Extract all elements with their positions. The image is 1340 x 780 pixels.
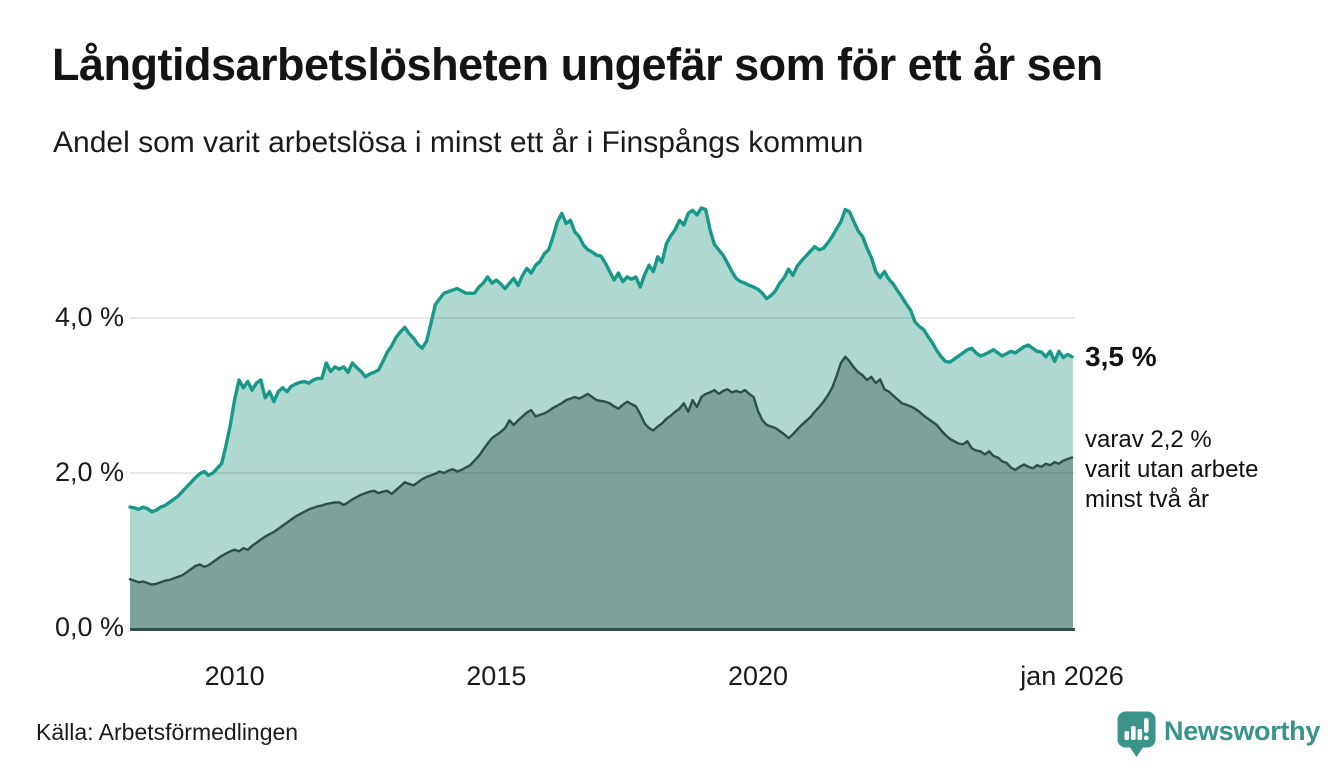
series-two-year-line bbox=[128, 355, 1074, 586]
y-tick-label: 0,0 % bbox=[54, 612, 124, 642]
gridlines bbox=[130, 317, 1075, 474]
x-tick-label: 2015 bbox=[466, 661, 527, 691]
series-total-line bbox=[128, 206, 1074, 514]
source-note: Källa: Arbetsförmedlingen bbox=[36, 719, 299, 745]
x-tick-label: jan 2026 bbox=[1020, 661, 1124, 691]
x-tick-label: 2010 bbox=[204, 661, 265, 691]
series-two-year-area bbox=[130, 356, 1073, 628]
series-total-value-label: 3,5 % bbox=[1085, 341, 1157, 372]
brand-wordmark: Newsworthy bbox=[1164, 715, 1321, 746]
newsworthy-badge-icon bbox=[1117, 711, 1156, 757]
y-tick-label: 4,0 % bbox=[54, 302, 124, 332]
two-year-label-line2: varit utan arbete bbox=[1085, 456, 1259, 483]
y-tick-label: 2,0 % bbox=[54, 457, 124, 487]
two-year-label-line1: varav 2,2 % bbox=[1085, 426, 1212, 453]
x-tick-label: 2020 bbox=[727, 661, 789, 691]
two-year-label-line3: minst två år bbox=[1085, 486, 1210, 513]
series-two-year-value-label: varav 2,2 % varit utan arbete minst två … bbox=[1085, 425, 1258, 515]
page-title: Långtidsarbetslösheten ungefär som för e… bbox=[52, 39, 1103, 90]
brand-logo: Newsworthy bbox=[1117, 710, 1320, 760]
page-subtitle: Andel som varit arbetslösa i minst ett å… bbox=[53, 126, 864, 159]
